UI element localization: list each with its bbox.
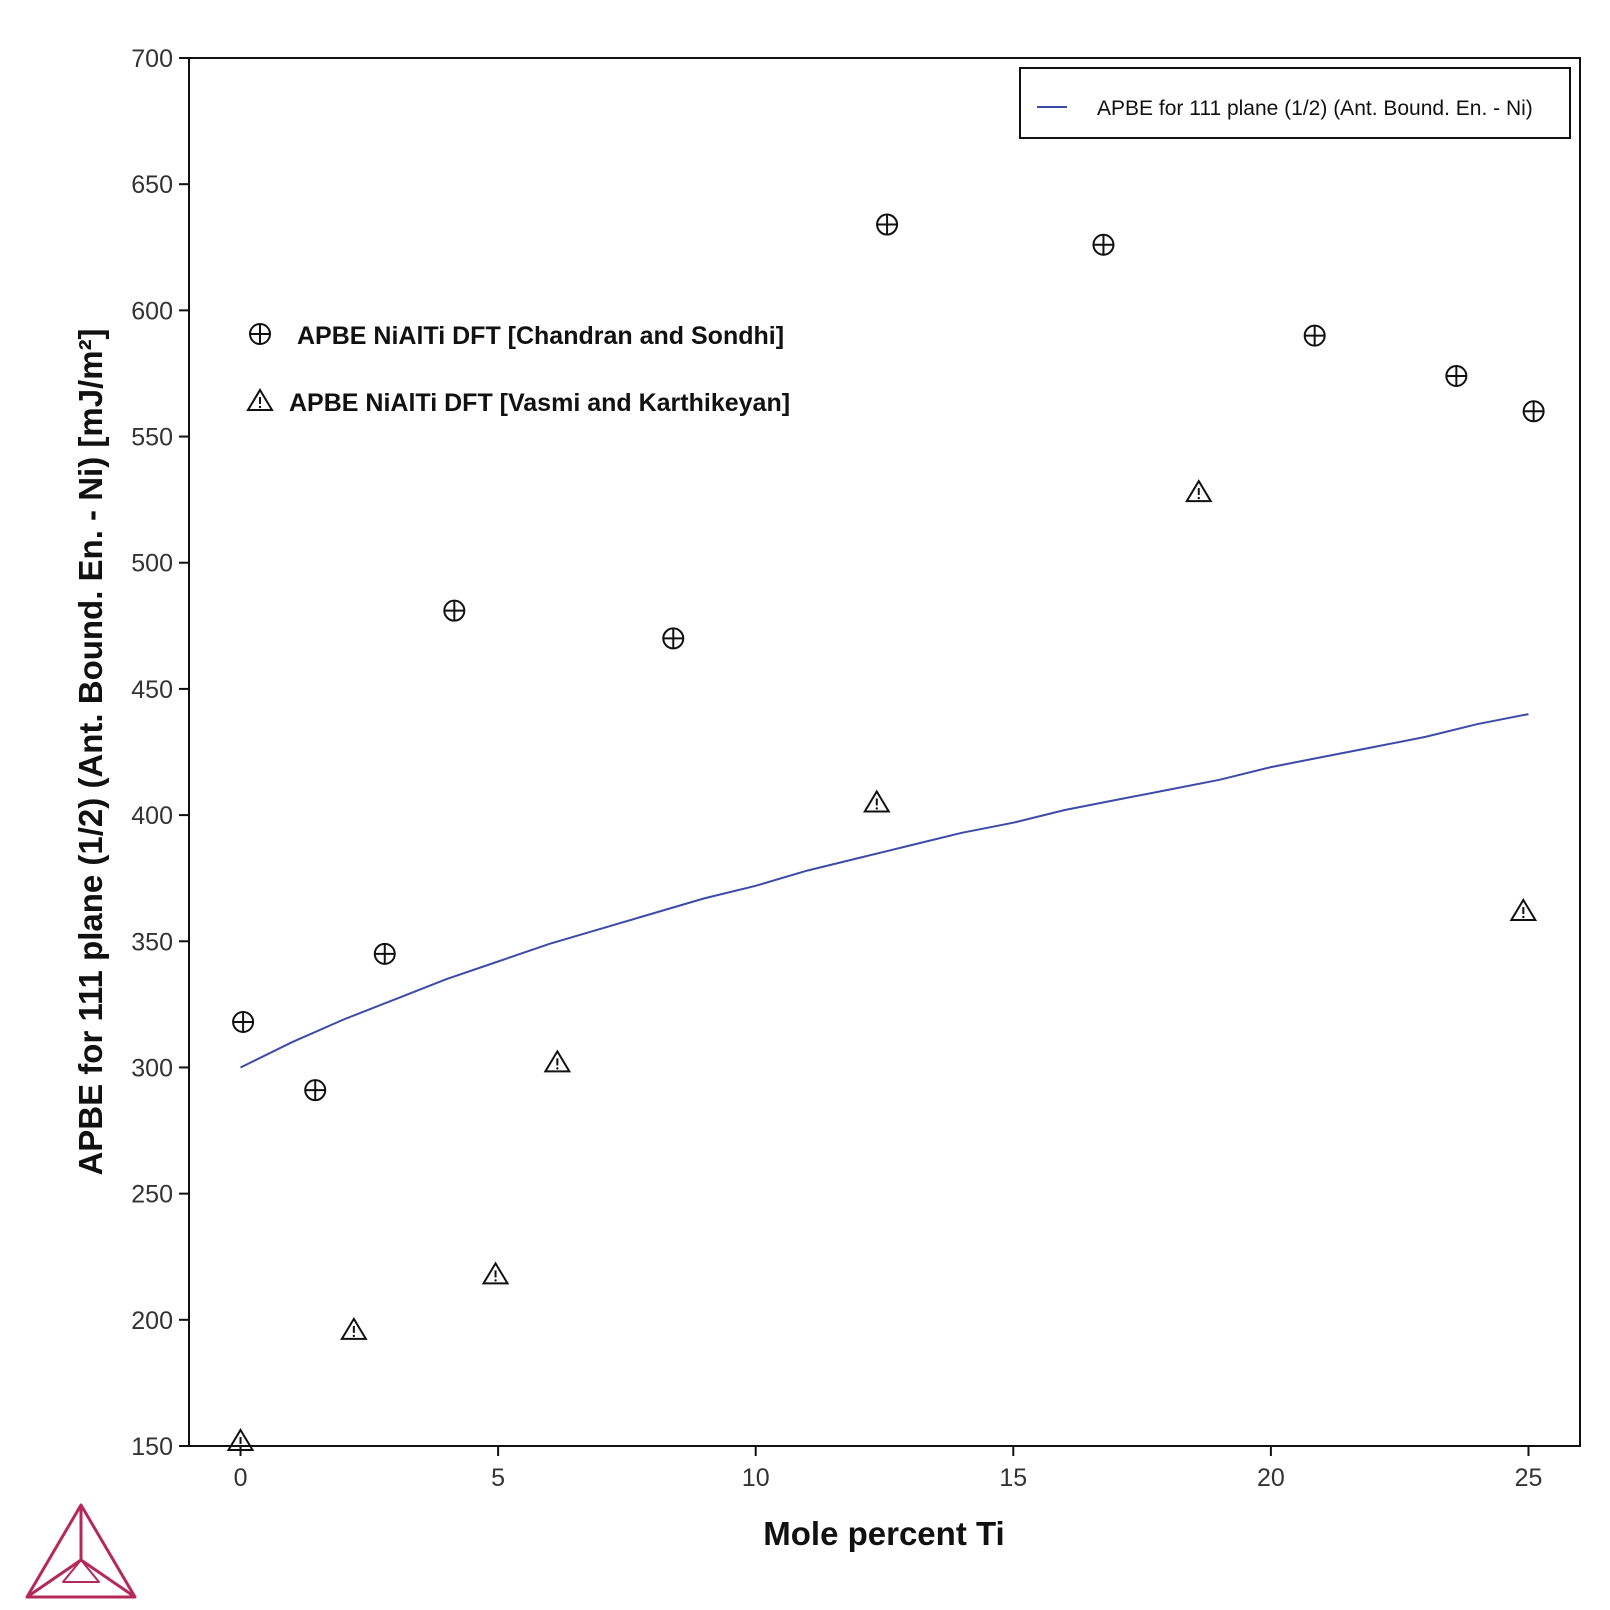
- markers-layer: [226, 213, 1545, 1451]
- y-tick-label: 500: [131, 550, 173, 578]
- data-point-vasmi: [863, 789, 891, 813]
- y-tick-label: 250: [131, 1181, 173, 1209]
- legend-box: [1019, 67, 1571, 139]
- data-point-vasmi: [481, 1261, 510, 1285]
- x-tick-label: 5: [491, 1464, 505, 1492]
- x-tick-label: 10: [742, 1464, 770, 1492]
- data-point-vasmi: [340, 1316, 368, 1340]
- data-point-chandran: [304, 1079, 327, 1102]
- data-point-chandran: [1303, 324, 1326, 347]
- y-tick-label: 700: [131, 45, 173, 73]
- circle-plus-icon: [249, 323, 271, 345]
- data-point-chandran: [1522, 400, 1545, 423]
- annotation-vasmi-label: APBE NiAlTi DFT [Vasmi and Karthikeyan]: [289, 389, 790, 417]
- x-tick-label: 0: [234, 1464, 248, 1492]
- y-tick-label: 350: [131, 928, 173, 956]
- series-line-layer: [240, 713, 1529, 1069]
- y-axis-title: APBE for 111 plane (1/2) (Ant. Bound. En…: [72, 328, 109, 1175]
- y-tick-label: 450: [131, 676, 173, 704]
- x-tick-label: 20: [1257, 1464, 1285, 1492]
- y-tick-label: 200: [131, 1307, 173, 1335]
- x-tick-label: 15: [999, 1464, 1027, 1492]
- data-point-vasmi: [226, 1428, 255, 1451]
- y-tick-label: 400: [131, 802, 173, 830]
- x-axis-title: Mole percent Ti: [763, 1515, 1004, 1552]
- data-point-chandran: [443, 599, 466, 622]
- x-tick-label: 25: [1515, 1464, 1543, 1492]
- y-tick-label: 600: [131, 297, 173, 325]
- warning-triangle-icon: [246, 388, 274, 411]
- data-point-vasmi: [543, 1049, 572, 1073]
- y-tick-label: 150: [131, 1433, 173, 1461]
- data-point-chandran: [876, 213, 899, 236]
- data-point-vasmi: [1509, 898, 1538, 921]
- data-point-chandran: [1092, 233, 1115, 256]
- thermo-calc-logo: [25, 1503, 137, 1599]
- data-point-vasmi: [1184, 479, 1213, 503]
- legend-entry-label: APBE for 111 plane (1/2) (Ant. Bound. En…: [1097, 97, 1533, 120]
- y-tick-label: 650: [131, 171, 173, 199]
- y-tick-label: 550: [131, 424, 173, 452]
- annotation-legend: APBE NiAlTi DFT [Chandran and Sondhi] AP…: [246, 322, 790, 417]
- x-axis: 0 5 10 15 20 25: [234, 1446, 1543, 1492]
- y-axis: 150 200 250 300 350 400 450 500 550 600 650 700: [131, 45, 189, 1461]
- y-tick-label: 300: [131, 1054, 173, 1082]
- data-point-chandran: [1445, 364, 1468, 387]
- series-line: [240, 713, 1529, 1069]
- data-point-chandran: [373, 942, 396, 965]
- data-point-chandran: [662, 627, 685, 650]
- plot-frame: [188, 57, 1581, 1447]
- legend: APBE for 111 plane (1/2) (Ant. Bound. En…: [1019, 67, 1571, 139]
- data-point-chandran: [232, 1011, 255, 1034]
- annotation-chandran-label: APBE NiAlTi DFT [Chandran and Sondhi]: [297, 322, 784, 350]
